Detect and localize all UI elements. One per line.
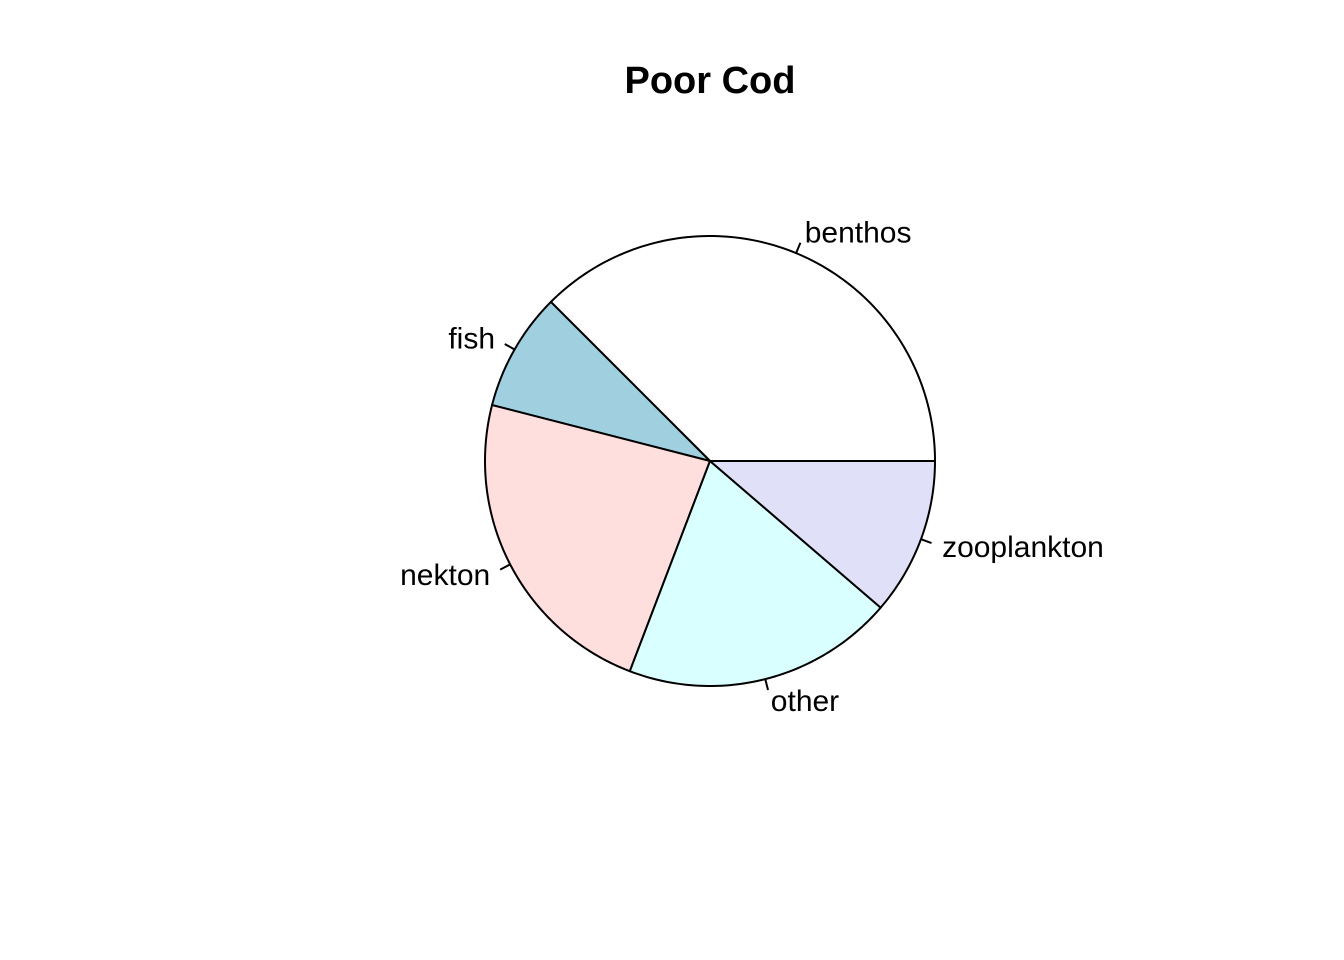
pie-labels: benthos fish nekton other zooplankton	[400, 216, 1104, 718]
pie-label-nekton: nekton	[400, 559, 490, 592]
chart-title: Poor Cod	[625, 60, 796, 102]
pie-slice-fish	[491, 300, 711, 462]
pie-label-benthos: benthos	[805, 216, 912, 249]
pie-label-fish: fish	[448, 322, 495, 355]
pie-slices	[484, 235, 936, 687]
pie-tick-benthos	[795, 242, 802, 254]
pie-tick-nekton	[499, 563, 511, 571]
pie-tick-fish	[504, 343, 516, 351]
pie-label-other: other	[771, 685, 839, 718]
pie-slice-nekton	[484, 404, 711, 673]
pie-tick-other	[764, 678, 769, 691]
pie-label-zooplankton: zooplankton	[942, 531, 1104, 564]
pie-label-ticks	[499, 242, 932, 691]
pie-tick-zooplankton	[920, 538, 932, 545]
